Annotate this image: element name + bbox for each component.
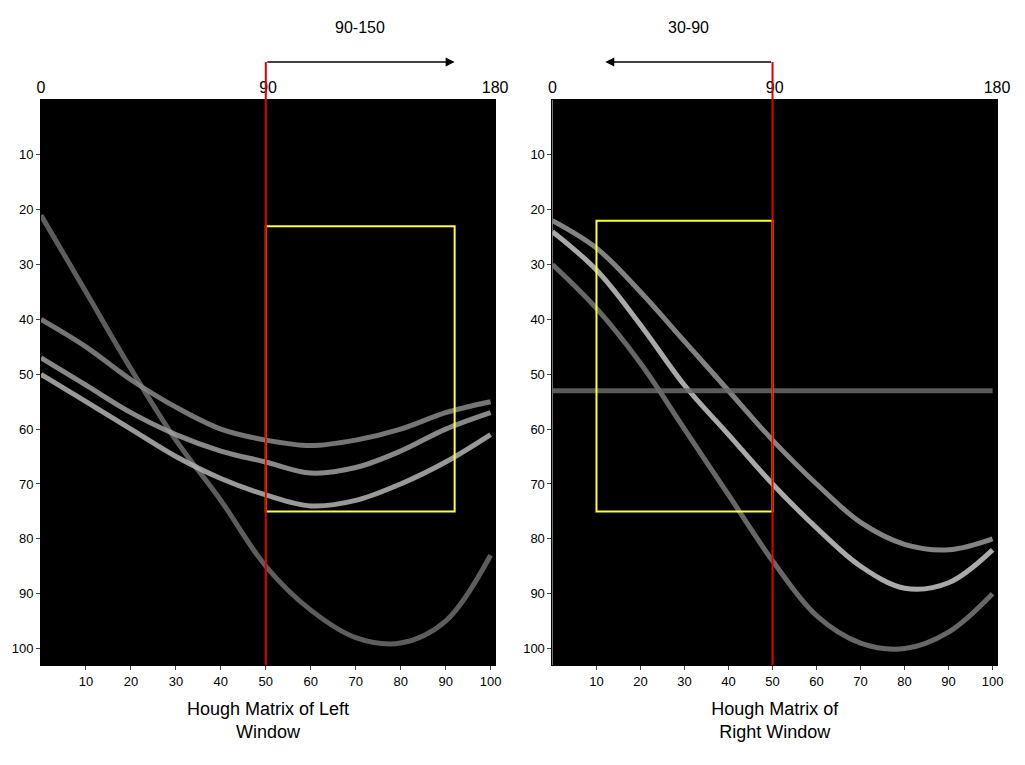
svg-text:0: 0 bbox=[37, 79, 46, 96]
svg-text:40: 40 bbox=[214, 674, 228, 689]
svg-text:50: 50 bbox=[19, 367, 33, 382]
svg-text:10: 10 bbox=[530, 147, 544, 162]
svg-text:20: 20 bbox=[19, 202, 33, 217]
svg-text:80: 80 bbox=[897, 674, 911, 689]
svg-text:90: 90 bbox=[766, 79, 784, 96]
svg-text:90: 90 bbox=[941, 674, 955, 689]
svg-text:100: 100 bbox=[982, 674, 1004, 689]
svg-text:80: 80 bbox=[530, 531, 544, 546]
svg-text:10: 10 bbox=[79, 674, 93, 689]
svg-text:180: 180 bbox=[984, 79, 1011, 96]
svg-text:100: 100 bbox=[523, 641, 545, 656]
svg-text:40: 40 bbox=[19, 312, 33, 327]
svg-text:180: 180 bbox=[482, 79, 509, 96]
svg-text:70: 70 bbox=[530, 477, 544, 492]
svg-text:80: 80 bbox=[393, 674, 407, 689]
svg-text:60: 60 bbox=[19, 422, 33, 437]
svg-text:70: 70 bbox=[19, 477, 33, 492]
svg-text:30: 30 bbox=[530, 257, 544, 272]
svg-text:30-90: 30-90 bbox=[668, 19, 709, 36]
svg-text:40: 40 bbox=[530, 312, 544, 327]
svg-text:30: 30 bbox=[677, 674, 691, 689]
svg-text:90: 90 bbox=[259, 79, 277, 96]
svg-text:Hough Matrix of LeftWindow: Hough Matrix of LeftWindow bbox=[187, 699, 349, 742]
svg-text:30: 30 bbox=[169, 674, 183, 689]
svg-text:70: 70 bbox=[348, 674, 362, 689]
svg-text:60: 60 bbox=[530, 422, 544, 437]
svg-text:100: 100 bbox=[12, 641, 34, 656]
svg-text:50: 50 bbox=[259, 674, 273, 689]
svg-text:80: 80 bbox=[19, 531, 33, 546]
svg-text:0: 0 bbox=[548, 79, 557, 96]
svg-text:60: 60 bbox=[304, 674, 318, 689]
svg-text:Hough Matrix ofRight Window: Hough Matrix ofRight Window bbox=[711, 699, 839, 742]
svg-text:50: 50 bbox=[530, 367, 544, 382]
svg-text:20: 20 bbox=[124, 674, 138, 689]
svg-text:90: 90 bbox=[19, 586, 33, 601]
svg-text:60: 60 bbox=[809, 674, 823, 689]
svg-text:90-150: 90-150 bbox=[335, 19, 385, 36]
svg-text:50: 50 bbox=[765, 674, 779, 689]
svg-text:90: 90 bbox=[530, 586, 544, 601]
svg-text:30: 30 bbox=[19, 257, 33, 272]
svg-text:90: 90 bbox=[438, 674, 452, 689]
svg-text:10: 10 bbox=[589, 674, 603, 689]
svg-text:20: 20 bbox=[530, 202, 544, 217]
svg-text:70: 70 bbox=[853, 674, 867, 689]
svg-text:100: 100 bbox=[480, 674, 502, 689]
svg-text:40: 40 bbox=[721, 674, 735, 689]
svg-text:20: 20 bbox=[633, 674, 647, 689]
svg-text:10: 10 bbox=[19, 147, 33, 162]
